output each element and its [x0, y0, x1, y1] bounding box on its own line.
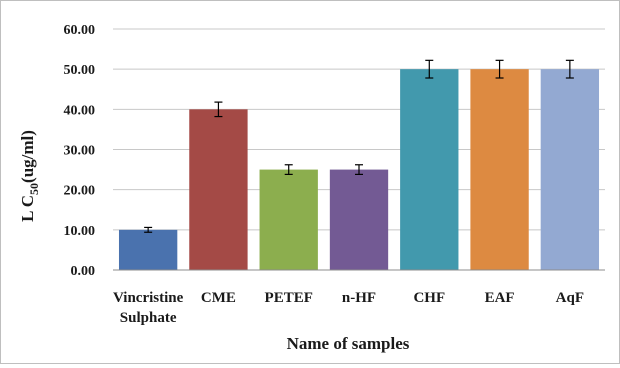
bar: [329, 169, 389, 270]
x-tick-label: Vincristine Sulphate: [113, 290, 184, 326]
x-tick-label: n-HF: [342, 290, 376, 306]
x-tick-label-line: PETEF: [265, 290, 313, 306]
x-tick-label-line: CME: [201, 290, 236, 306]
bar: [400, 69, 459, 271]
x-axis-title: Name of samples: [287, 334, 410, 353]
x-tick-label-line: n-HF: [342, 290, 376, 306]
y-tick-label: 20.00: [64, 184, 96, 199]
x-tick-label-line: Vincristine: [113, 290, 184, 306]
y-tick-label: 10.00: [64, 224, 96, 239]
x-tick-label: PETEF: [265, 290, 313, 306]
y-axis-title-subscript: 50: [27, 183, 41, 195]
x-tick-labels: Vincristine Sulphate CME PETEF n-HF CHF EAF AqF: [113, 290, 584, 326]
x-tick-label-line: EAF: [485, 290, 515, 306]
y-axis-title-main: L C: [18, 195, 37, 222]
error-bar-layer: [144, 59, 574, 233]
x-tick-label: EAF: [485, 290, 515, 306]
x-tick-label-line: AqF: [556, 290, 584, 306]
x-tick-label: CHF: [413, 290, 445, 306]
bar-layer: [118, 69, 600, 271]
y-tick-label: 50.00: [64, 63, 96, 78]
bar: [118, 229, 178, 270]
y-tick-labels: 0.00 10.00 20.00 30.00 40.00 50.00 60.00: [64, 23, 96, 279]
x-tick-label-line: CHF: [413, 290, 445, 306]
x-tick-label-line: Sulphate: [120, 310, 177, 326]
bar: [189, 109, 248, 270]
y-tick-label: 0.00: [71, 264, 96, 279]
bar: [540, 69, 600, 271]
y-axis-title: L C50(ug/ml): [18, 130, 41, 222]
y-tick-label: 60.00: [64, 23, 96, 38]
y-tick-label: 30.00: [64, 144, 96, 159]
x-tick-label: CME: [201, 290, 236, 306]
bar: [259, 169, 318, 270]
y-axis-title-unit: (ug/ml): [18, 130, 37, 183]
y-tick-label: 40.00: [64, 103, 96, 118]
x-tick-label: AqF: [556, 290, 584, 306]
bar: [470, 69, 529, 271]
